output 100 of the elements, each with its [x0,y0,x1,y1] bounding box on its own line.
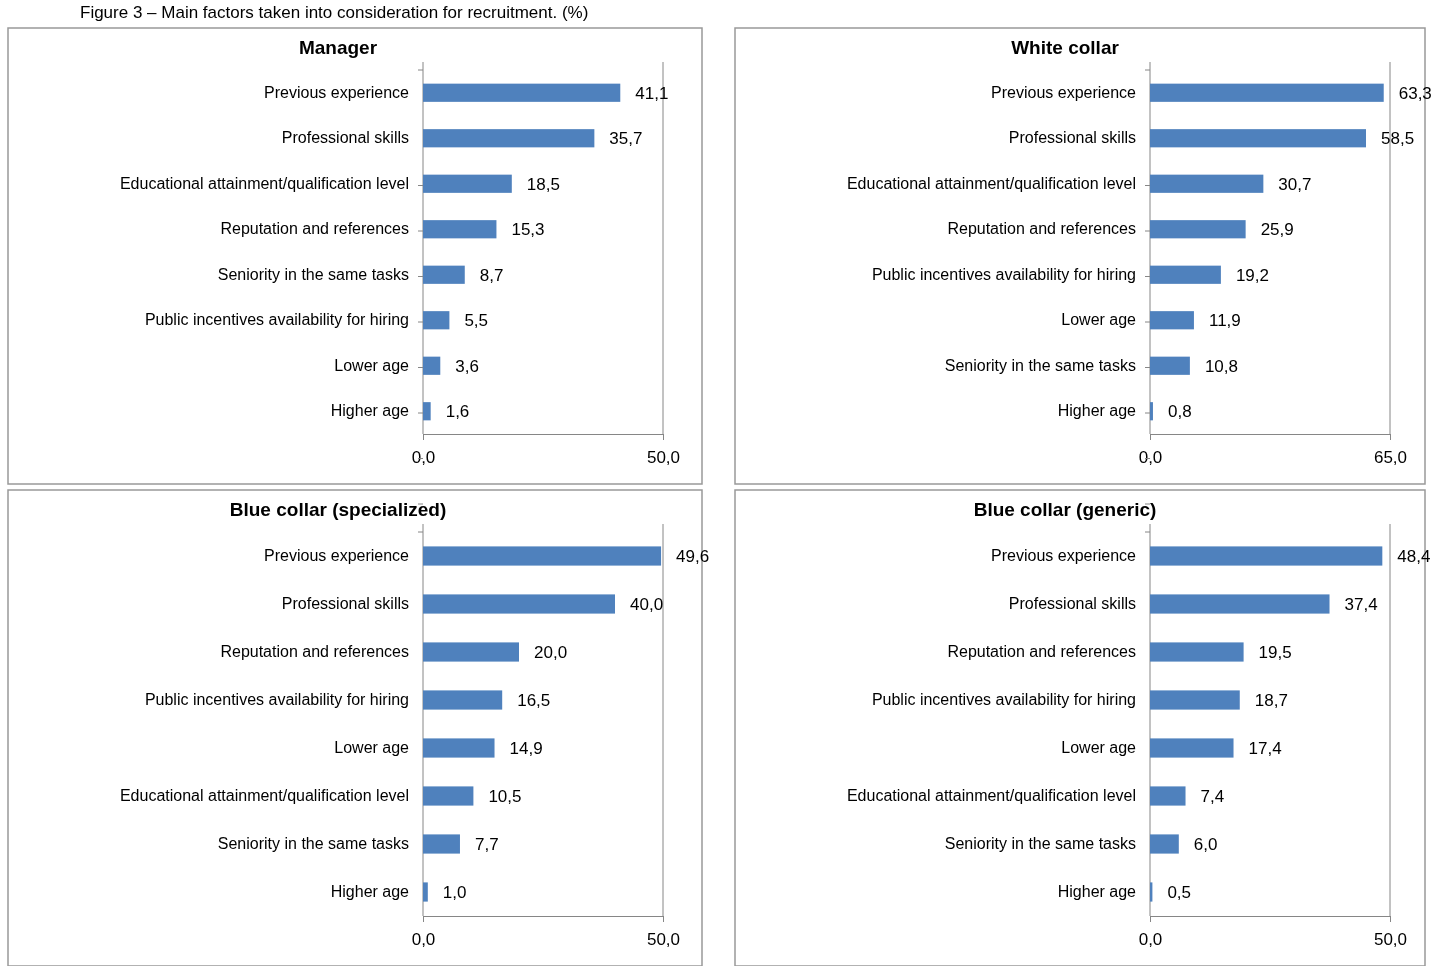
data-label: 58,5 [1381,129,1415,149]
chart-title: Blue collar (specialized) [229,499,447,520]
bar [423,220,497,239]
data-label: 3,6 [455,356,479,376]
caption: Figure 3 – Main factors taken into consideration for recruitment. (%) [80,3,589,22]
y-tick-label: Higher age [330,402,410,420]
y-tick-label: Public incentives availability for hiring [871,265,1136,283]
data-label: 1,6 [445,402,470,422]
bar [1150,594,1330,614]
bar [423,402,431,421]
y-tick-label: Lower age [1061,739,1137,757]
bar [1150,265,1221,284]
y-tick-label: Seniority in the same tasks [217,265,409,283]
x-tick-label: 0,0 [411,448,436,468]
data-label: 30,7 [1278,174,1312,194]
y-tick-label: Public incentives availability for hiring [144,691,409,709]
y-tick-label: Previous experience [264,83,410,101]
data-label: 10,8 [1204,356,1238,376]
data-label: 1,0 [442,882,467,902]
y-tick-label: Lower age [334,356,410,374]
bar [423,311,450,330]
bar [423,265,465,284]
data-label: 14,9 [509,738,543,758]
y-tick-label: Professional skills [1008,595,1136,613]
y-tick-label: Higher age [1057,883,1137,901]
data-label: 7,4 [1200,786,1225,806]
y-tick-label: Reputation and references [220,643,409,661]
y-tick-label: Professional skills [1008,129,1136,147]
data-label: 63,3 [1398,83,1432,103]
bar [1150,690,1240,710]
bar [423,738,495,758]
data-label: 41,1 [635,83,669,103]
bar [1150,738,1234,758]
data-label: 5,5 [464,311,489,331]
data-label: 49,6 [676,546,710,566]
data-label: 35,7 [609,129,643,149]
bar [423,546,662,566]
y-tick-label: Public incentives availability for hiring [871,691,1136,709]
data-label: 15,3 [511,220,545,240]
x-tick-label: 50,0 [1373,930,1408,950]
bar [423,882,428,902]
y-tick-label: Public incentives availability for hiring [144,311,409,329]
y-tick-label: Previous experience [264,547,410,565]
chart-title: White collar [1011,37,1120,58]
data-label: 19,2 [1235,265,1269,285]
bar [1150,174,1264,193]
bar [1150,83,1384,102]
data-label: 18,5 [526,174,560,194]
y-tick-label: Lower age [1061,311,1137,329]
y-tick-label: Reputation and references [947,643,1136,661]
data-label: 10,5 [488,786,522,806]
data-label: 8,7 [479,265,504,285]
data-label: 20,0 [534,642,568,662]
bar [1150,311,1194,330]
y-tick-label: Previous experience [991,547,1137,565]
chart-title: Manager [298,37,378,58]
data-label: 0,5 [1167,882,1192,902]
bar [1150,402,1153,421]
bar [423,594,615,614]
x-tick-label: 0,0 [1138,930,1163,950]
y-tick-label: Educational attainment/qualification level [846,787,1136,805]
data-label: 18,7 [1254,690,1288,710]
bar [1150,220,1246,239]
bar [1150,834,1179,854]
y-tick-label: Higher age [330,883,410,901]
bar [423,786,474,806]
bar [423,129,595,148]
data-label: 11,9 [1208,311,1241,331]
data-label: 0,8 [1167,402,1192,422]
chart-title: Blue collar (generic) [973,499,1157,520]
x-tick-label: 50,0 [646,448,681,468]
y-tick-label: Educational attainment/qualification level [119,174,409,192]
x-tick-label: 65,0 [1373,448,1408,468]
data-label: 16,5 [517,690,551,710]
data-label: 19,5 [1258,642,1292,662]
y-tick-label: Educational attainment/qualification level [846,174,1136,192]
data-label: 37,4 [1344,594,1378,614]
y-tick-label: Reputation and references [220,220,409,238]
data-label: 25,9 [1260,220,1294,240]
y-tick-label: Lower age [334,739,410,757]
bar [1150,356,1190,375]
y-tick-label: Professional skills [281,129,409,147]
bar [423,690,503,710]
bar [423,356,441,375]
bar [423,642,519,662]
y-tick-label: Seniority in the same tasks [944,356,1136,374]
y-tick-label: Previous experience [991,83,1137,101]
bar [1150,129,1366,148]
data-label: 17,4 [1248,738,1282,758]
y-tick-label: Seniority in the same tasks [217,835,409,853]
x-tick-label: 50,0 [646,930,681,950]
x-tick-label: 0,0 [411,930,436,950]
y-tick-label: Higher age [1057,402,1137,420]
bar [423,174,512,193]
y-tick-label: Professional skills [281,595,409,613]
y-tick-label: Educational attainment/qualification level [119,787,409,805]
bar [423,83,621,102]
x-tick-label: 0,0 [1138,448,1163,468]
bar [423,834,460,854]
data-label: 7,7 [474,834,499,854]
